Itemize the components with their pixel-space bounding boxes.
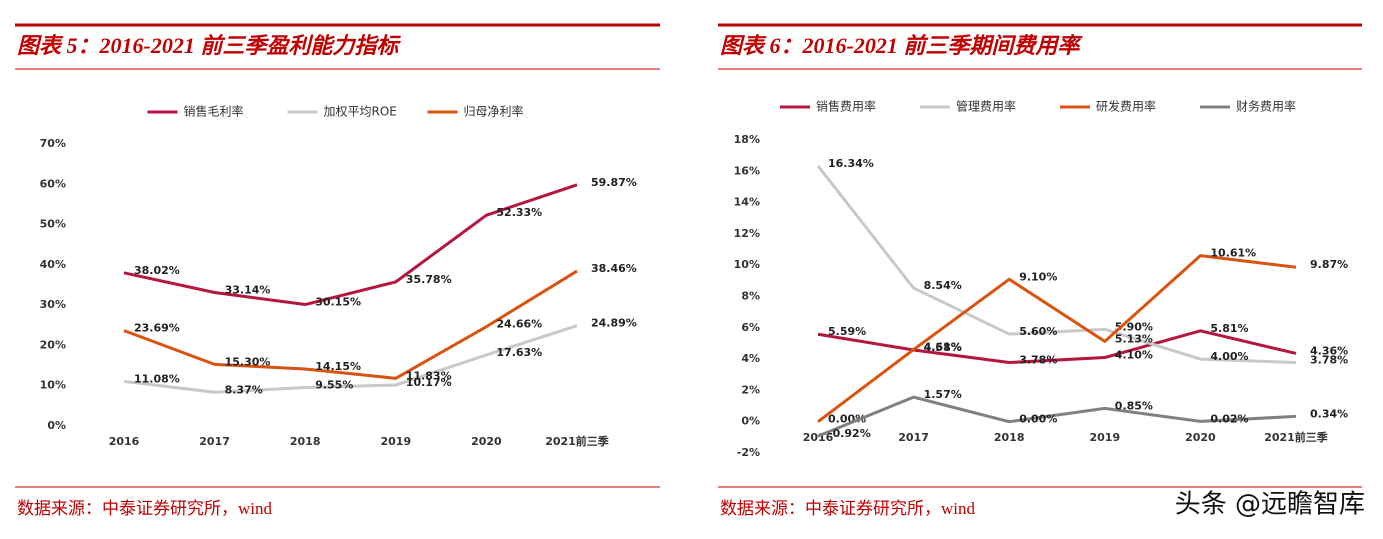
- value-label: 24.66%: [496, 318, 542, 331]
- y-tick-label: 12%: [734, 227, 760, 240]
- y-tick-label: 6%: [741, 321, 760, 334]
- value-label: 15.30%: [225, 355, 271, 368]
- y-tick-label: 30%: [40, 298, 66, 311]
- x-tick-label: 2017: [898, 431, 929, 444]
- x-tick-label: 2021前三季: [1264, 430, 1329, 444]
- y-tick-label: 16%: [734, 164, 760, 177]
- value-label: 4.61%: [924, 341, 962, 354]
- y-tick-label: 60%: [40, 177, 66, 190]
- value-label: 0.02%: [1210, 412, 1248, 425]
- value-label: 10.61%: [1210, 247, 1256, 260]
- value-label: 0.00%: [828, 413, 866, 426]
- series-line: [816, 165, 1297, 365]
- y-tick-label: 50%: [40, 218, 66, 231]
- value-label: 3.78%: [1019, 354, 1057, 367]
- x-tick-label: 2016: [109, 435, 140, 448]
- value-label: 38.46%: [591, 262, 637, 275]
- y-tick-label: -2%: [737, 446, 760, 459]
- series-line: [123, 324, 578, 394]
- x-tick-label: 2017: [199, 435, 230, 448]
- value-label: 14.15%: [315, 360, 361, 373]
- value-label: 5.59%: [828, 325, 866, 338]
- y-tick-label: 10%: [734, 258, 760, 271]
- value-label: 4.00%: [1210, 350, 1248, 363]
- legend-label: 销售费用率: [816, 99, 876, 114]
- watermark: 头条 @远瞻智库: [1175, 490, 1365, 520]
- legend-label: 归母净利率: [464, 104, 524, 119]
- y-tick-label: 4%: [741, 352, 760, 365]
- x-tick-label: 2018: [994, 431, 1025, 444]
- x-tick-label: 2018: [290, 435, 321, 448]
- chart-title: 图表 5：2016-2021 前三季盈利能力指标: [17, 33, 401, 58]
- value-label: 11.08%: [134, 372, 180, 385]
- value-label: 33.14%: [225, 283, 271, 296]
- value-label: 52.33%: [496, 206, 542, 219]
- series-line: [817, 395, 1297, 438]
- value-label: 4.58%: [924, 341, 962, 354]
- value-label: 5.13%: [1115, 332, 1153, 345]
- y-tick-label: 70%: [40, 137, 66, 150]
- y-tick-label: 8%: [741, 290, 760, 303]
- value-label: 35.78%: [406, 273, 452, 286]
- value-label: 9.87%: [1310, 258, 1348, 271]
- y-tick-label: 0%: [741, 415, 760, 428]
- value-label: 0.00%: [1019, 413, 1057, 426]
- value-label: 8.37%: [225, 383, 263, 396]
- value-label: 38.02%: [134, 264, 180, 277]
- x-tick-label: 2019: [1089, 431, 1120, 444]
- y-tick-label: 14%: [734, 196, 760, 209]
- x-tick-label: 2020: [1185, 431, 1216, 444]
- source: 数据来源：中泰证券研究所，wind: [720, 499, 975, 518]
- value-label: 0.85%: [1115, 399, 1153, 412]
- x-tick-label: 2019: [380, 435, 411, 448]
- series-line: [817, 329, 1297, 365]
- y-tick-label: 2%: [741, 383, 760, 396]
- x-tick-label: 2020: [471, 435, 502, 448]
- chart-title: 图表 6：2016-2021 前三季期间费用率: [720, 33, 1083, 58]
- value-label: 11.83%: [406, 369, 452, 382]
- value-label: 10.17%: [406, 376, 452, 389]
- value-label: 5.81%: [1210, 322, 1248, 335]
- value-label: 16.34%: [828, 157, 874, 170]
- value-label: 0.34%: [1310, 407, 1348, 420]
- value-label: 5.60%: [1019, 325, 1057, 338]
- value-label: 23.69%: [134, 322, 180, 335]
- y-tick-label: 18%: [734, 133, 760, 146]
- value-label: 24.89%: [591, 317, 637, 330]
- source: 数据来源：中泰证券研究所，wind: [17, 499, 272, 518]
- legend-label: 管理费用率: [956, 99, 1016, 114]
- y-tick-label: 0%: [47, 419, 66, 432]
- value-label: 30.15%: [315, 296, 361, 309]
- value-label: 59.87%: [591, 176, 637, 189]
- series-line: [123, 269, 578, 380]
- legend-label: 加权平均ROE: [324, 105, 397, 119]
- value-label: 8.54%: [924, 279, 962, 292]
- y-tick-label: 10%: [40, 379, 66, 392]
- value-label: -0.92%: [828, 427, 871, 440]
- value-label: 9.55%: [315, 379, 353, 392]
- y-tick-label: 20%: [40, 338, 66, 351]
- value-label: 9.10%: [1019, 270, 1057, 283]
- value-label: 17.63%: [496, 346, 542, 359]
- x-tick-label: 2021前三季: [545, 434, 610, 448]
- legend-label: 销售毛利率: [184, 104, 244, 119]
- legend-label: 财务费用率: [1236, 99, 1296, 114]
- value-label: 4.10%: [1115, 349, 1153, 362]
- series-line: [123, 183, 578, 307]
- value-label: 4.36%: [1310, 344, 1348, 357]
- series-line: [817, 254, 1297, 423]
- y-tick-label: 40%: [40, 258, 66, 271]
- value-label: 3.78%: [1310, 354, 1348, 367]
- value-label: 1.57%: [924, 388, 962, 401]
- legend-label: 研发费用率: [1096, 99, 1156, 114]
